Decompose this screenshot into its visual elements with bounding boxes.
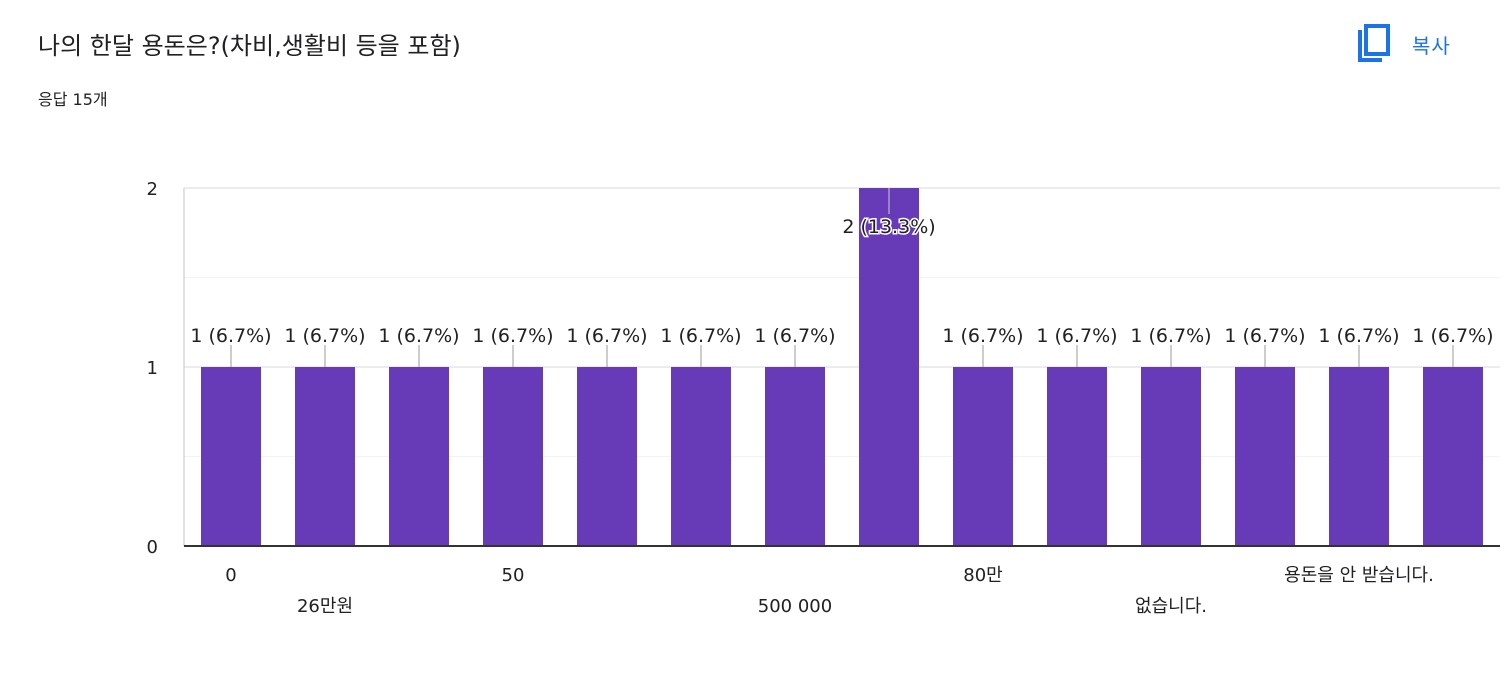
bar	[483, 367, 543, 546]
y-axis-ticks: 0 1 2	[147, 179, 158, 558]
y-tick-label: 1	[147, 358, 158, 379]
bars	[201, 188, 1483, 546]
bar	[1235, 367, 1295, 546]
data-label: 1 (6.7%)	[1036, 325, 1117, 347]
x-tick-label: 500 000	[758, 596, 832, 617]
bar	[389, 367, 449, 546]
response-count: 응답 15개	[38, 90, 108, 109]
bar	[577, 367, 637, 546]
data-label: 1 (6.7%)	[754, 325, 835, 347]
x-tick-label: 80만	[963, 565, 1002, 586]
x-tick-label: 용돈을 안 받습니다.	[1284, 565, 1434, 586]
data-label: 1 (6.7%)	[1318, 325, 1399, 347]
bar	[201, 367, 261, 546]
copy-button[interactable]: 복사	[1356, 22, 1451, 66]
data-label: 1 (6.7%)	[284, 325, 365, 347]
bar	[1141, 367, 1201, 546]
bar	[1047, 367, 1107, 546]
page-title: 나의 한달 용돈은?(차비,생활비 등을 포함)	[38, 32, 461, 60]
data-label: 1 (6.7%)	[378, 325, 459, 347]
data-label: 2 (13.3%)	[842, 216, 935, 238]
x-tick-label: 50	[502, 565, 525, 586]
copy-icon	[1358, 24, 1390, 62]
x-tick-label: 없습니다.	[1135, 596, 1207, 617]
copy-label: 복사	[1412, 33, 1451, 58]
bar	[295, 367, 355, 546]
bar	[671, 367, 731, 546]
bar	[859, 188, 919, 546]
data-label: 1 (6.7%)	[1130, 325, 1211, 347]
data-label: 1 (6.7%)	[190, 325, 271, 347]
x-tick-label: 26만원	[297, 596, 353, 617]
bar	[953, 367, 1013, 546]
data-label: 1 (6.7%)	[1412, 325, 1493, 347]
data-label: 1 (6.7%)	[566, 325, 647, 347]
y-tick-label: 0	[147, 537, 158, 558]
data-label: 1 (6.7%)	[1224, 325, 1305, 347]
bar	[1423, 367, 1483, 546]
axes	[183, 188, 1500, 547]
x-tick-label: 0	[225, 565, 236, 586]
data-labels: 1 (6.7%) 1 (6.7%) 1 (6.7%) 1 (6.7%) 1 (6.7%)…	[190, 188, 1494, 367]
bar	[765, 367, 825, 546]
data-label: 1 (6.7%)	[942, 325, 1023, 347]
data-label: 1 (6.7%)	[472, 325, 553, 347]
bar	[1329, 367, 1389, 546]
data-label: 1 (6.7%)	[660, 325, 741, 347]
y-tick-label: 2	[147, 179, 158, 200]
